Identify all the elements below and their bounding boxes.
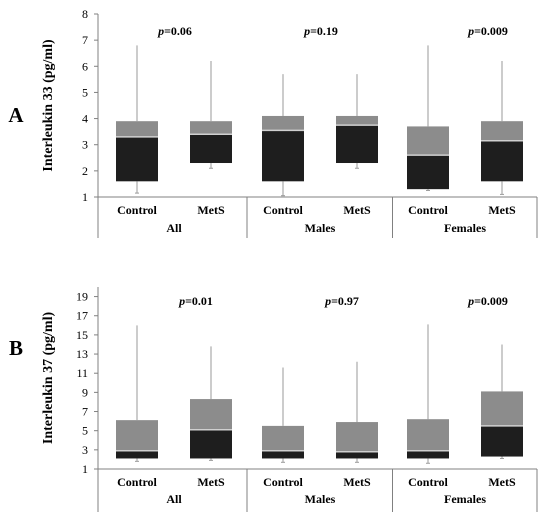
box-upper-quartile [407, 126, 449, 156]
x-category-label: MetS [197, 203, 225, 217]
box-lower-quartile [190, 429, 232, 459]
box-upper-quartile [481, 121, 523, 141]
box-lower-quartile [116, 136, 158, 182]
x-category-label: Control [408, 203, 448, 217]
box-upper-quartile [116, 420, 158, 451]
box-2 [190, 346, 232, 461]
panel-label: A [8, 103, 24, 127]
box-1 [116, 45, 158, 194]
box-lower-quartile [481, 425, 523, 457]
x-category-label: MetS [488, 475, 516, 489]
x-group-label: Males [305, 221, 336, 235]
p-value-label: p=0.009 [467, 24, 508, 38]
x-category-label: MetS [197, 475, 225, 489]
y-tick-label: 11 [76, 366, 88, 380]
y-tick-label: 3 [82, 138, 88, 152]
box-upper-quartile [336, 115, 378, 126]
box-upper-quartile [116, 121, 158, 137]
box-6 [481, 61, 523, 195]
p-value-label: p=0.01 [178, 294, 213, 308]
p-value-label: p=0.19 [303, 24, 338, 38]
box-lower-quartile [262, 450, 304, 459]
box-lower-quartile [336, 125, 378, 164]
box-2 [190, 61, 232, 169]
y-tick-label: 5 [82, 85, 88, 99]
y-axis-title: Interleukin 37 (pg/ml) [41, 312, 56, 445]
x-category-label: MetS [488, 203, 516, 217]
y-tick-label: 15 [76, 328, 88, 342]
box-5 [407, 45, 449, 191]
y-axis-title: Interleukin 33 (pg/ml) [41, 39, 56, 172]
y-tick-label: 19 [76, 290, 88, 304]
box-upper-quartile [407, 419, 449, 451]
box-upper-quartile [190, 121, 232, 135]
y-tick-label: 7 [82, 33, 88, 47]
y-tick-label: 2 [82, 164, 88, 178]
box-4 [336, 361, 378, 463]
x-group-label: Females [444, 492, 486, 506]
x-category-label: Control [117, 203, 157, 217]
x-category-label: Control [263, 475, 303, 489]
box-lower-quartile [481, 140, 523, 182]
box-lower-quartile [190, 134, 232, 164]
y-tick-label: 5 [82, 424, 88, 438]
box-lower-quartile [407, 450, 449, 459]
y-tick-label: 1 [82, 462, 88, 476]
x-category-label: MetS [343, 203, 371, 217]
y-tick-label: 17 [76, 309, 88, 323]
x-category-label: Control [263, 203, 303, 217]
box-lower-quartile [116, 450, 158, 459]
y-tick-label: 4 [82, 112, 88, 126]
box-upper-quartile [190, 399, 232, 430]
box-lower-quartile [336, 451, 378, 459]
box-lower-quartile [262, 130, 304, 182]
p-value-label: p=0.06 [157, 24, 192, 38]
box-5 [407, 324, 449, 464]
box-1 [116, 325, 158, 462]
p-value-label: p=0.009 [467, 294, 508, 308]
x-group-label: Males [305, 492, 336, 506]
p-value-label: p=0.97 [324, 294, 359, 308]
box-4 [336, 74, 378, 169]
y-tick-label: 8 [82, 7, 88, 21]
box-3 [262, 367, 304, 463]
box-upper-quartile [262, 115, 304, 131]
panel-label: B [9, 336, 23, 360]
x-group-label: All [166, 221, 182, 235]
x-group-label: Females [444, 221, 486, 235]
y-tick-label: 7 [82, 405, 88, 419]
y-tick-label: 13 [76, 347, 88, 361]
y-tick-label: 1 [82, 190, 88, 204]
box-upper-quartile [262, 425, 304, 451]
box-lower-quartile [407, 155, 449, 190]
x-category-label: MetS [343, 475, 371, 489]
chart-panel-a: 1 2 3 4 5 6 7 8 Interleukin 33 (pg/ml) A Control Me… [8, 7, 538, 238]
y-tick-label: 9 [82, 385, 88, 399]
box-upper-quartile [336, 422, 378, 452]
y-tick-label: 6 [82, 59, 88, 73]
box-6 [481, 344, 523, 459]
y-tick-label: 3 [82, 443, 88, 457]
box-3 [262, 74, 304, 197]
box-upper-quartile [481, 391, 523, 426]
x-group-label: All [166, 492, 182, 506]
x-category-label: Control [117, 475, 157, 489]
x-category-label: Control [408, 475, 448, 489]
